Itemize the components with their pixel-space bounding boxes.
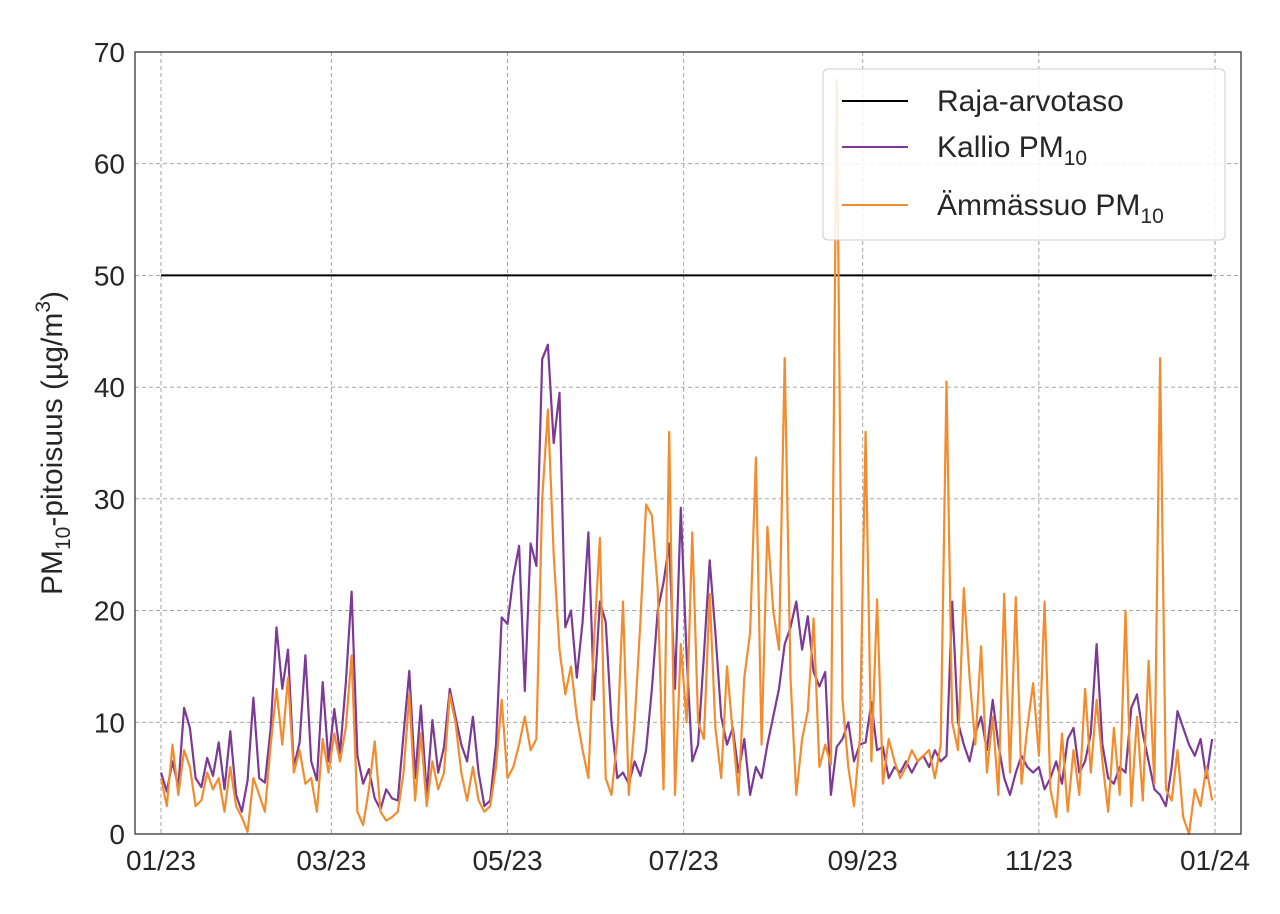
x-tick-label: 01/23 [126,845,196,876]
x-tick-label: 11/23 [1005,845,1073,876]
x-tick-label: 07/23 [649,845,719,876]
y-tick-label: 10 [94,707,125,738]
y-axis-ticks: 0 10 20 30 40 50 60 70 [94,37,125,850]
legend-label-kallio: Kallio PM10 [937,131,1087,170]
series-line-ammassuo-pm10 [159,78,1214,836]
plot-frame [134,51,1242,835]
legend: Raja-arvotaso Kallio PM10 Ämmässuo PM10 [822,68,1226,241]
y-tick-label: 60 [94,149,125,180]
legend-box [822,68,1226,241]
y-axis-label: PM10-pitoisuus (µg/m3) [32,291,75,595]
x-tick-label: 01/24 [1180,845,1250,876]
y-tick-label: 30 [94,484,125,515]
y-tick-label: 20 [94,596,125,627]
series-layer [159,78,1214,836]
series-line-kallio-pm10 [159,343,1214,813]
y-tick-label: 40 [94,372,125,403]
legend-label-ammassuo: Ämmässuo PM10 [937,189,1164,228]
legend-label-raja-arvotaso: Raja-arvotaso [937,85,1124,118]
y-tick-label: 0 [109,819,125,850]
x-axis-ticks: 01/23 03/23 05/23 07/23 09/23 11/23 01/24 [126,845,1250,876]
y-tick-label: 70 [94,37,125,68]
x-tick-label: 05/23 [472,845,542,876]
y-tick-label: 50 [94,260,125,291]
x-tick-label: 03/23 [296,845,366,876]
x-tick-label: 09/23 [828,845,898,876]
